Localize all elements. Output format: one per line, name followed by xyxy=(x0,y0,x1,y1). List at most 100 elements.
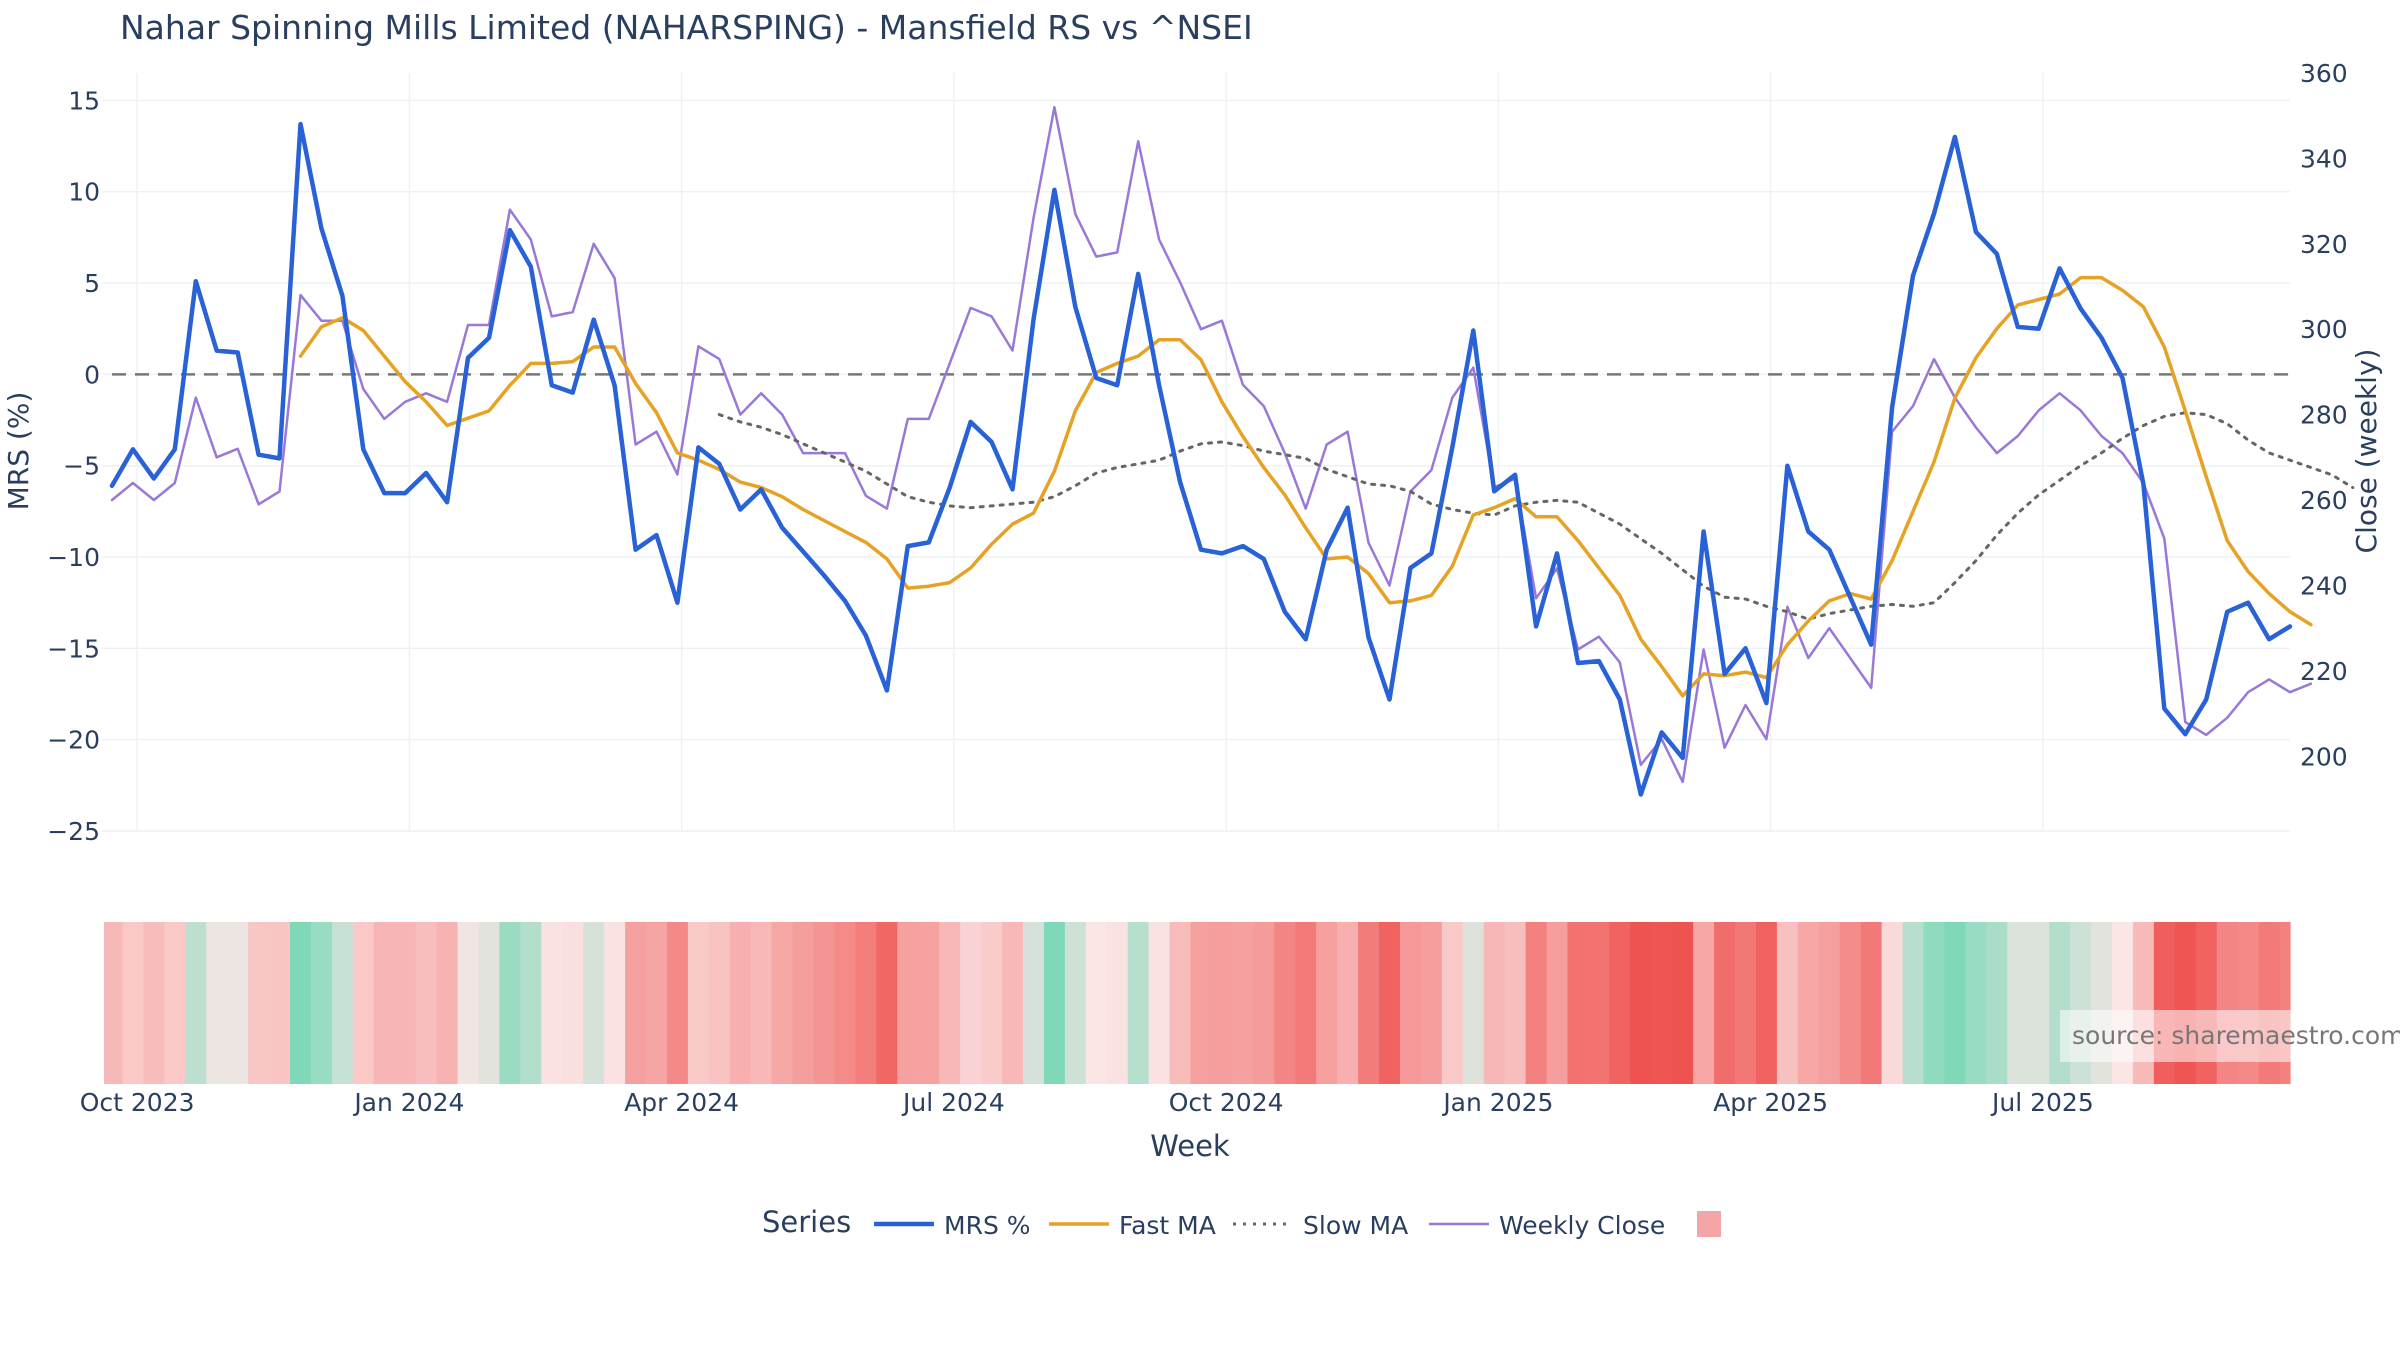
heatmap-cell[interactable] xyxy=(541,922,563,1084)
heatmap-cell[interactable] xyxy=(687,922,710,1084)
heatmap-cell[interactable] xyxy=(562,922,584,1084)
heatmap-cell[interactable] xyxy=(1797,922,1820,1084)
legend-item-fast-ma[interactable]: Fast MA xyxy=(1049,1211,1216,1240)
heatmap-cell[interactable] xyxy=(1399,922,1422,1084)
heatmap-cell[interactable] xyxy=(457,922,480,1084)
heatmap-cell[interactable] xyxy=(1630,922,1652,1084)
heatmap-cell[interactable] xyxy=(1944,922,1966,1084)
heatmap-cell[interactable] xyxy=(1609,922,1631,1084)
heatmap-cell[interactable] xyxy=(269,922,291,1084)
heatmap-cell[interactable] xyxy=(2007,922,2029,1084)
heatmap-cell[interactable] xyxy=(143,922,165,1084)
mrs-heatmap-strip[interactable] xyxy=(104,922,2291,1084)
heatmap-cell[interactable] xyxy=(373,922,396,1084)
legend[interactable]: Series MRS % Fast MA Slow MA Weekly Clos… xyxy=(762,1205,1721,1240)
heatmap-cell[interactable] xyxy=(1923,922,1946,1084)
heatmap-cell[interactable] xyxy=(352,922,375,1084)
heatmap-cell[interactable] xyxy=(1651,922,1673,1084)
heatmap-cell[interactable] xyxy=(1274,922,1296,1084)
heatmap-cell[interactable] xyxy=(1902,922,1925,1084)
heatmap-cell[interactable] xyxy=(1965,922,1987,1084)
heatmap-cell[interactable] xyxy=(855,922,877,1084)
series-lines[interactable] xyxy=(109,105,2355,797)
heatmap-cell[interactable] xyxy=(939,922,961,1084)
legend-item-mrs[interactable]: MRS % xyxy=(874,1211,1031,1240)
heatmap-cell[interactable] xyxy=(813,922,836,1084)
heatmap-cell[interactable] xyxy=(666,922,689,1084)
legend-item-weekly-close[interactable]: Weekly Close xyxy=(1429,1211,1665,1240)
fast-ma-line[interactable] xyxy=(298,275,2313,698)
heatmap-cell[interactable] xyxy=(436,922,459,1084)
heatmap-cell[interactable] xyxy=(1064,922,1087,1084)
heatmap-cell[interactable] xyxy=(1337,922,1359,1084)
heatmap-cell[interactable] xyxy=(1525,922,1548,1084)
heatmap-cell[interactable] xyxy=(834,922,857,1084)
heatmap-cell[interactable] xyxy=(1148,922,1171,1084)
heatmap-cell[interactable] xyxy=(331,922,354,1084)
heatmap-cell[interactable] xyxy=(1022,922,1045,1084)
heatmap-cell[interactable] xyxy=(1253,922,1275,1084)
heatmap-cell[interactable] xyxy=(625,922,647,1084)
heatmap-cell[interactable] xyxy=(604,922,626,1084)
heatmap-cell[interactable] xyxy=(310,922,333,1084)
heatmap-cell[interactable] xyxy=(1735,922,1757,1084)
heatmap-cell[interactable] xyxy=(1127,922,1150,1084)
heatmap-cell[interactable] xyxy=(122,922,145,1084)
heatmap-cell[interactable] xyxy=(394,922,417,1084)
heatmap-cell[interactable] xyxy=(1043,922,1066,1084)
heatmap-cell[interactable] xyxy=(1211,922,1234,1084)
heatmap-cell[interactable] xyxy=(104,922,124,1084)
heatmap-cell[interactable] xyxy=(708,922,731,1084)
heatmap-cell[interactable] xyxy=(1881,922,1904,1084)
heatmap-cell[interactable] xyxy=(1002,922,1024,1084)
heatmap-cell[interactable] xyxy=(1420,922,1443,1084)
heatmap-cell[interactable] xyxy=(206,922,228,1084)
heatmap-cell[interactable] xyxy=(2279,922,2291,1084)
heatmap-cell[interactable] xyxy=(478,922,501,1084)
heatmap-cell[interactable] xyxy=(1672,922,1694,1084)
heatmap-cell[interactable] xyxy=(1504,922,1527,1084)
heatmap-cell[interactable] xyxy=(1818,922,1841,1084)
heatmap-cell[interactable] xyxy=(1441,922,1464,1084)
heatmap-cell[interactable] xyxy=(185,922,207,1084)
heatmap-cell[interactable] xyxy=(897,922,919,1084)
heatmap-cell[interactable] xyxy=(876,922,898,1084)
heatmap-cell[interactable] xyxy=(1714,922,1736,1084)
heatmap-cell[interactable] xyxy=(981,922,1003,1084)
heatmap-cell[interactable] xyxy=(1085,922,1108,1084)
slow-ma-line[interactable] xyxy=(717,411,2355,621)
heatmap-cell[interactable] xyxy=(1462,922,1485,1084)
heatmap-cell[interactable] xyxy=(1379,922,1401,1084)
heatmap-cell[interactable] xyxy=(960,922,982,1084)
weekly-close-line[interactable] xyxy=(110,105,2313,784)
heatmap-cell[interactable] xyxy=(248,922,270,1084)
heatmap-cell[interactable] xyxy=(1295,922,1317,1084)
heatmap-cell[interactable] xyxy=(1588,922,1610,1084)
legend-swatch-heatmap[interactable] xyxy=(1697,1211,1721,1237)
heatmap-cell[interactable] xyxy=(415,922,438,1084)
heatmap-cell[interactable] xyxy=(1860,922,1883,1084)
heatmap-cell[interactable] xyxy=(2028,922,2050,1084)
heatmap-cell[interactable] xyxy=(1567,922,1590,1084)
heatmap-cell[interactable] xyxy=(1755,922,1778,1084)
heatmap-cell[interactable] xyxy=(1169,922,1192,1084)
mrs-line[interactable] xyxy=(109,121,2293,797)
heatmap-cell[interactable] xyxy=(499,922,521,1084)
heatmap-cell[interactable] xyxy=(646,922,668,1084)
heatmap-cell[interactable] xyxy=(792,922,815,1084)
heatmap-cell[interactable] xyxy=(1546,922,1569,1084)
heatmap-cell[interactable] xyxy=(1106,922,1129,1084)
heatmap-cell[interactable] xyxy=(520,922,542,1084)
heatmap-cell[interactable] xyxy=(1776,922,1799,1084)
heatmap-cell[interactable] xyxy=(750,922,773,1084)
heatmap-cell[interactable] xyxy=(1483,922,1506,1084)
heatmap-cell[interactable] xyxy=(290,922,312,1084)
heatmap-cell[interactable] xyxy=(729,922,752,1084)
heatmap-cell[interactable] xyxy=(1358,922,1380,1084)
heatmap-cell[interactable] xyxy=(1986,922,2008,1084)
heatmap-cell[interactable] xyxy=(164,922,186,1084)
heatmap-cell[interactable] xyxy=(1190,922,1213,1084)
legend-item-slow-ma[interactable]: Slow MA xyxy=(1233,1211,1408,1240)
heatmap-cell[interactable] xyxy=(918,922,940,1084)
